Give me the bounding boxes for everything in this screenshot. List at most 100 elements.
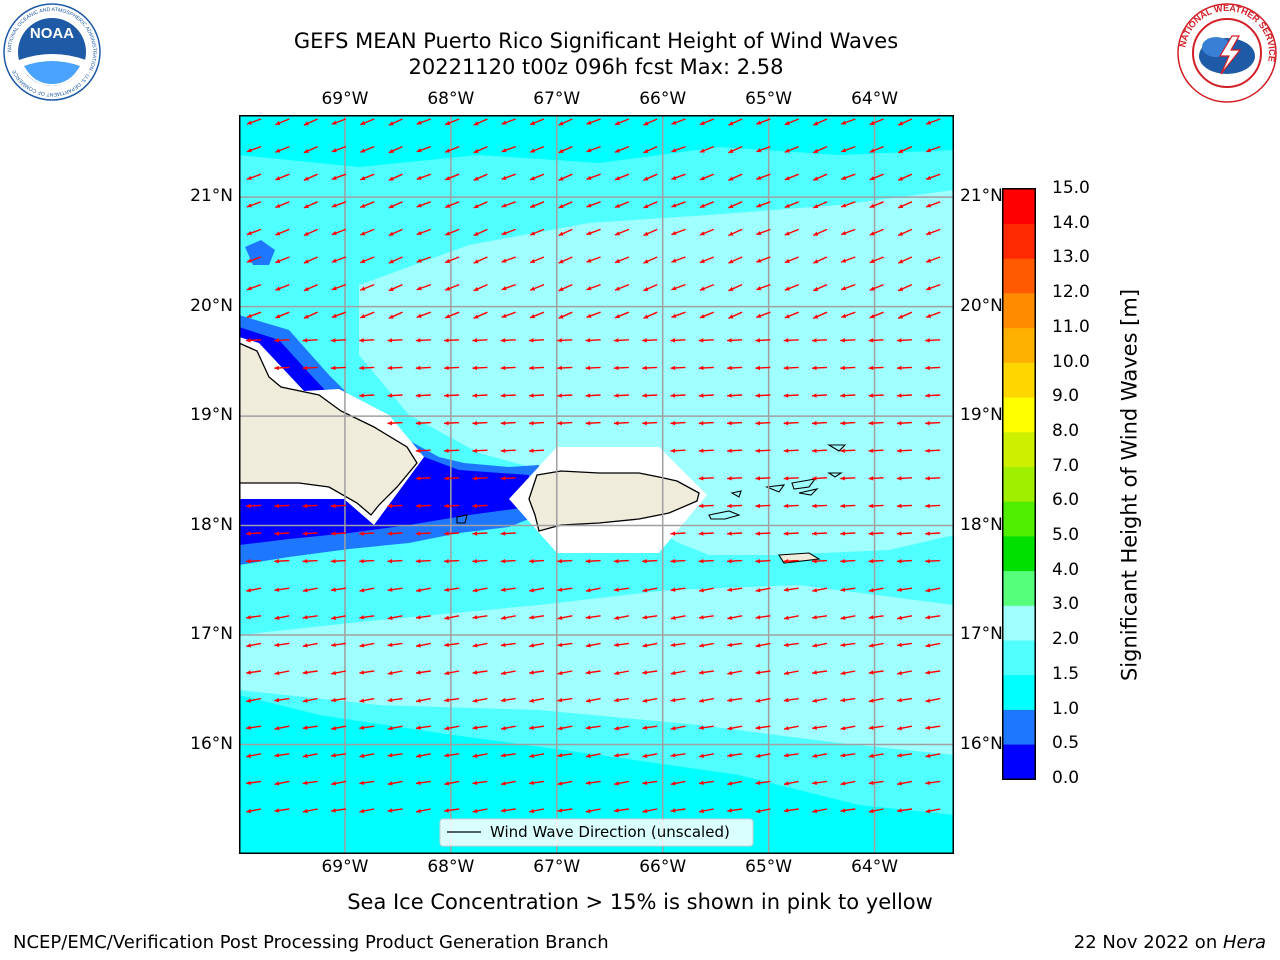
wind-wave-arrow xyxy=(529,145,545,153)
contour-band-1.0-1.5 xyxy=(239,695,954,854)
wind-wave-arrow xyxy=(444,311,460,319)
wind-wave-arrow xyxy=(840,448,856,453)
lon-tick-top: 66°W xyxy=(639,89,687,109)
wind-wave-arrow xyxy=(472,531,488,536)
wind-wave-arrow xyxy=(670,642,686,648)
wind-wave-arrow xyxy=(868,808,884,814)
wind-wave-arrow xyxy=(642,587,658,593)
wind-wave-arrow xyxy=(557,615,573,620)
wind-wave-arrow xyxy=(444,753,460,758)
wind-wave-arrow xyxy=(500,587,516,592)
wind-wave-arrow xyxy=(671,173,686,180)
wind-wave-arrow xyxy=(444,503,460,509)
wind-wave-arrow xyxy=(727,338,743,343)
wind-wave-arrow xyxy=(415,725,431,730)
wind-wave-arrow xyxy=(755,753,771,758)
footer-date: 22 Nov 2022 on Hera xyxy=(1074,932,1266,953)
wind-wave-arrow xyxy=(614,145,630,153)
wind-wave-arrow xyxy=(897,228,913,237)
wind-wave-arrow xyxy=(416,283,432,291)
wind-wave-arrow xyxy=(585,558,601,564)
wind-wave-arrow xyxy=(387,642,403,648)
lat-tick-right: 21°N xyxy=(960,186,1003,207)
colorbar-cell xyxy=(1003,431,1035,467)
wind-wave-arrow xyxy=(274,615,290,620)
wind-wave-arrow xyxy=(500,558,516,564)
wind-wave-arrow xyxy=(416,228,432,236)
wind-wave-arrow xyxy=(925,393,941,398)
wind-wave-arrow xyxy=(642,697,658,703)
wind-wave-arrow xyxy=(387,780,403,786)
wind-wave-arrow xyxy=(558,201,573,209)
wind-wave-arrow xyxy=(868,420,884,426)
wind-wave-arrow xyxy=(331,311,347,318)
wind-wave-arrow xyxy=(813,256,828,264)
wind-wave-arrow xyxy=(698,753,714,758)
wind-wave-arrow xyxy=(387,503,403,509)
wind-wave-arrow xyxy=(614,173,630,181)
wind-wave-arrow xyxy=(331,256,347,263)
wind-wave-arrow xyxy=(331,118,347,125)
wind-wave-arrow xyxy=(868,448,884,453)
wind-wave-arrow xyxy=(472,725,488,730)
wind-wave-arrow xyxy=(698,393,714,398)
wind-wave-arrow xyxy=(529,173,545,181)
wind-wave-arrow xyxy=(699,173,715,181)
wind-wave-arrow xyxy=(472,753,488,758)
wind-wave-arrow xyxy=(670,587,686,592)
wind-wave-arrow xyxy=(728,118,743,126)
wind-wave-arrow xyxy=(698,531,714,536)
wind-wave-arrow xyxy=(501,201,516,208)
wind-wave-arrow xyxy=(699,145,715,153)
wind-wave-arrow xyxy=(387,365,403,371)
wind-wave-arrow xyxy=(698,558,714,564)
lat-tick-right: 18°N xyxy=(960,514,1003,535)
lon-tick-top: 65°W xyxy=(745,89,793,109)
wind-wave-arrow xyxy=(500,365,516,371)
lon-tick-top: 69°W xyxy=(321,89,369,109)
land-puerto-rico xyxy=(528,470,700,532)
colorbar-tick: 4.0 xyxy=(1052,559,1080,580)
wind-wave-arrow xyxy=(897,173,913,181)
wind-wave-arrow xyxy=(274,365,290,371)
wind-wave-arrow xyxy=(925,365,941,371)
islands-virgin xyxy=(764,478,819,496)
wind-wave-arrow xyxy=(783,642,799,648)
wind-wave-arrow xyxy=(925,558,941,564)
wind-wave-arrow xyxy=(585,670,601,675)
wind-wave-arrow xyxy=(274,503,290,509)
wind-wave-arrow xyxy=(388,118,403,126)
wind-wave-arrow xyxy=(444,338,460,343)
wind-wave-arrow xyxy=(473,201,488,209)
wind-wave-arrow xyxy=(925,808,941,814)
wind-wave-arrow xyxy=(415,587,431,593)
colorbar-tick: 9.0 xyxy=(1052,386,1080,407)
wind-wave-arrow xyxy=(897,283,913,292)
wind-wave-arrow xyxy=(783,365,799,371)
wind-wave-arrow xyxy=(840,256,856,263)
wind-wave-arrow xyxy=(415,670,431,675)
wind-wave-arrow xyxy=(811,503,828,509)
wind-wave-arrow xyxy=(642,615,658,620)
wind-wave-arrow xyxy=(330,642,346,648)
wind-wave-arrow xyxy=(416,311,432,318)
wind-wave-arrow xyxy=(387,558,403,564)
wind-wave-arrow xyxy=(330,365,346,371)
wind-wave-arrow xyxy=(812,697,828,703)
lat-tick-left: 18°N xyxy=(190,514,233,535)
wind-wave-arrow xyxy=(473,228,488,237)
wind-wave-arrow xyxy=(528,365,545,371)
wind-wave-arrow xyxy=(444,283,460,291)
wind-wave-arrow xyxy=(529,311,545,319)
wind-wave-arrow xyxy=(925,283,941,291)
wind-wave-arrow xyxy=(925,228,941,236)
wind-wave-arrow xyxy=(359,808,375,814)
wind-wave-arrow xyxy=(529,201,545,209)
wind-wave-arrow xyxy=(643,173,658,181)
wind-wave-arrow xyxy=(755,615,771,620)
wind-wave-arrow xyxy=(698,697,714,703)
wind-wave-arrow xyxy=(359,697,375,703)
wind-wave-arrow xyxy=(415,338,431,343)
wind-wave-arrow xyxy=(274,753,290,758)
wind-wave-arrow xyxy=(500,476,516,481)
